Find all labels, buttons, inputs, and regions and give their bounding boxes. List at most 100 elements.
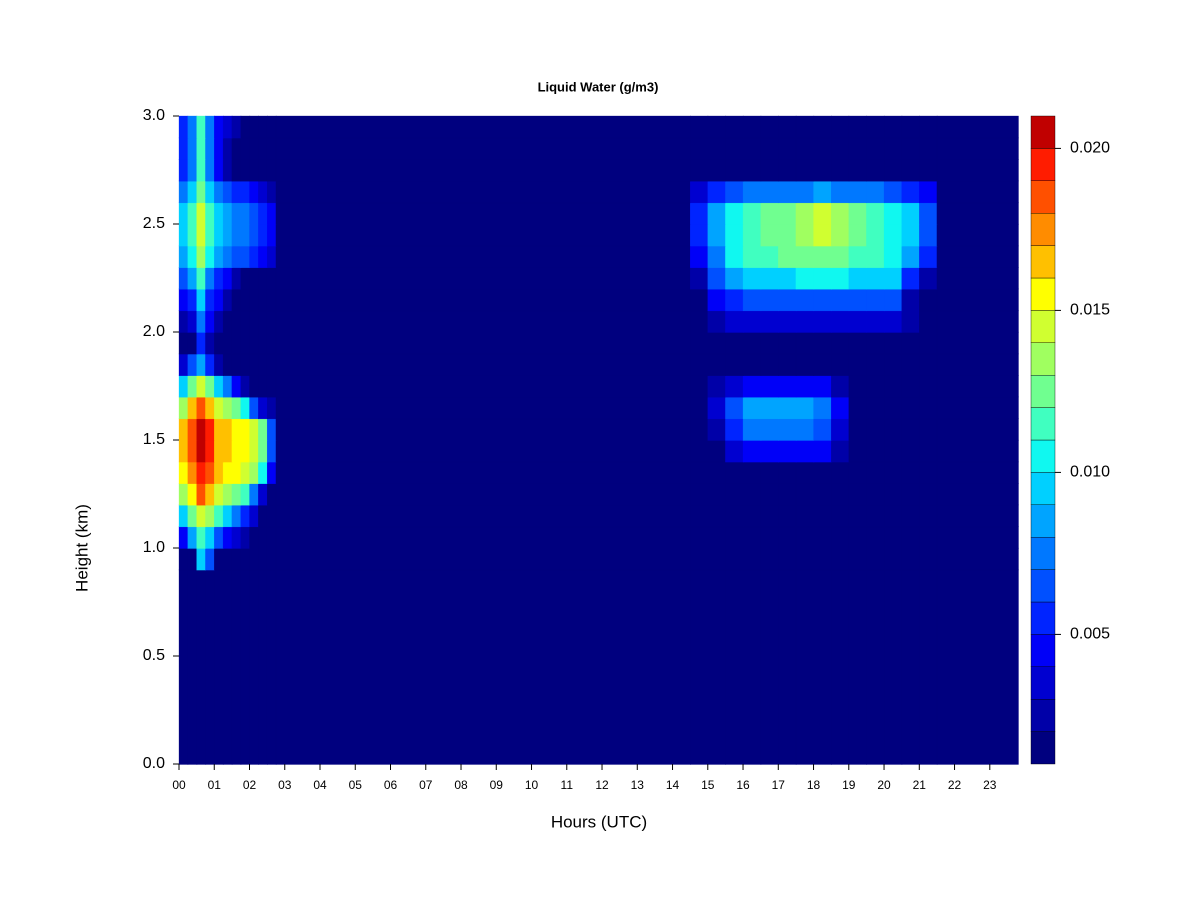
heat-cell [222, 202, 233, 225]
x-tick-label: 19 [842, 778, 856, 792]
heat-cell [178, 137, 189, 160]
colorbar-bin [1030, 180, 1056, 214]
heat-cell [883, 483, 903, 506]
heat-cell [249, 223, 259, 247]
heat-cell [742, 439, 762, 463]
heat-cell [690, 159, 709, 182]
heat-cell [690, 331, 709, 355]
heat-cell [725, 202, 744, 225]
heat-cell [848, 353, 868, 376]
heat-cell [742, 353, 762, 376]
heat-cell [831, 180, 850, 204]
heat-cell [901, 396, 920, 420]
heat-cell [866, 202, 885, 225]
heat-cell [240, 504, 251, 528]
heat-cell [760, 547, 779, 571]
heat-cell [848, 223, 868, 247]
heat-cell [690, 439, 709, 463]
heat-cell [778, 483, 797, 506]
heat-cell [249, 137, 259, 160]
heat-cell [187, 504, 198, 528]
heat-cell [725, 159, 744, 182]
colorbar-tick-label: 0.015 [1070, 302, 1110, 319]
heat-cell [178, 115, 189, 139]
heat-cell [690, 223, 709, 247]
heat-cell [231, 461, 242, 484]
heat-cell [936, 267, 1019, 290]
x-tick-label: 00 [172, 778, 186, 792]
heat-cell [813, 331, 832, 355]
heat-cell [196, 439, 207, 463]
y-axis-label: Height (km) [72, 504, 91, 592]
heat-cell [901, 223, 920, 247]
colorbar-tick-label: 0.010 [1070, 464, 1110, 481]
heat-cell [249, 310, 259, 333]
heat-cell [275, 569, 691, 765]
heat-cell [831, 526, 850, 549]
heat-cell [707, 115, 727, 139]
heat-cell [848, 375, 868, 398]
colorbar-bin [1030, 212, 1056, 246]
heat-cell [883, 223, 903, 247]
heat-cell [178, 159, 189, 182]
heat-cell [848, 396, 868, 420]
heat-cell [883, 115, 903, 139]
heat-cell [187, 461, 198, 484]
heat-cell [249, 547, 259, 571]
y-tick-label: 1.5 [143, 431, 165, 448]
heat-cell [778, 331, 797, 355]
heat-cell [778, 137, 797, 160]
heat-cell [249, 331, 259, 355]
heat-cell [275, 353, 691, 376]
heat-cell [725, 483, 744, 506]
heat-cell [831, 245, 850, 268]
heat-cell [275, 547, 691, 571]
heat-cell [258, 396, 268, 420]
heat-cell [240, 288, 251, 312]
heat-cell [795, 202, 815, 225]
heat-cell [795, 504, 815, 528]
colorbar-bin [1030, 407, 1056, 441]
heat-cell [866, 267, 885, 290]
heat-cell [795, 461, 815, 484]
y-tick-label: 2.5 [143, 215, 165, 232]
heat-cell [196, 396, 207, 420]
x-tick-label: 16 [736, 778, 750, 792]
heat-cell [901, 483, 920, 506]
heat-cell [690, 180, 709, 204]
heat-cell [187, 223, 198, 247]
heat-cell [795, 267, 815, 290]
heat-cell [742, 137, 762, 160]
heat-cell [690, 202, 709, 225]
heat-cell [848, 418, 868, 441]
heat-cell [795, 439, 815, 463]
heat-cell [936, 526, 1019, 549]
heat-cell [919, 159, 938, 182]
x-tick-label: 08 [454, 778, 468, 792]
heat-cell [936, 353, 1019, 376]
heat-cell [266, 115, 277, 139]
heat-cell [266, 245, 277, 268]
heat-cell [240, 331, 251, 355]
heat-cell [778, 202, 797, 225]
heat-cell [813, 202, 832, 225]
heat-cell [795, 418, 815, 441]
heat-cell [205, 115, 215, 139]
heat-cell [266, 483, 277, 506]
x-tick-label: 11 [561, 778, 574, 792]
x-tick-label: 22 [948, 778, 962, 792]
heat-cell [275, 331, 691, 355]
heat-cell [707, 418, 727, 441]
heat-cell [742, 396, 762, 420]
heat-cell [249, 245, 259, 268]
heat-cell [742, 461, 762, 484]
heat-cell [831, 418, 850, 441]
heat-cell [231, 288, 242, 312]
heat-cell [258, 223, 268, 247]
heat-cell [866, 353, 885, 376]
heat-cell [231, 245, 242, 268]
heat-cell [919, 483, 938, 506]
heat-cell [240, 353, 251, 376]
heat-cell [231, 396, 242, 420]
heat-cell [231, 331, 242, 355]
